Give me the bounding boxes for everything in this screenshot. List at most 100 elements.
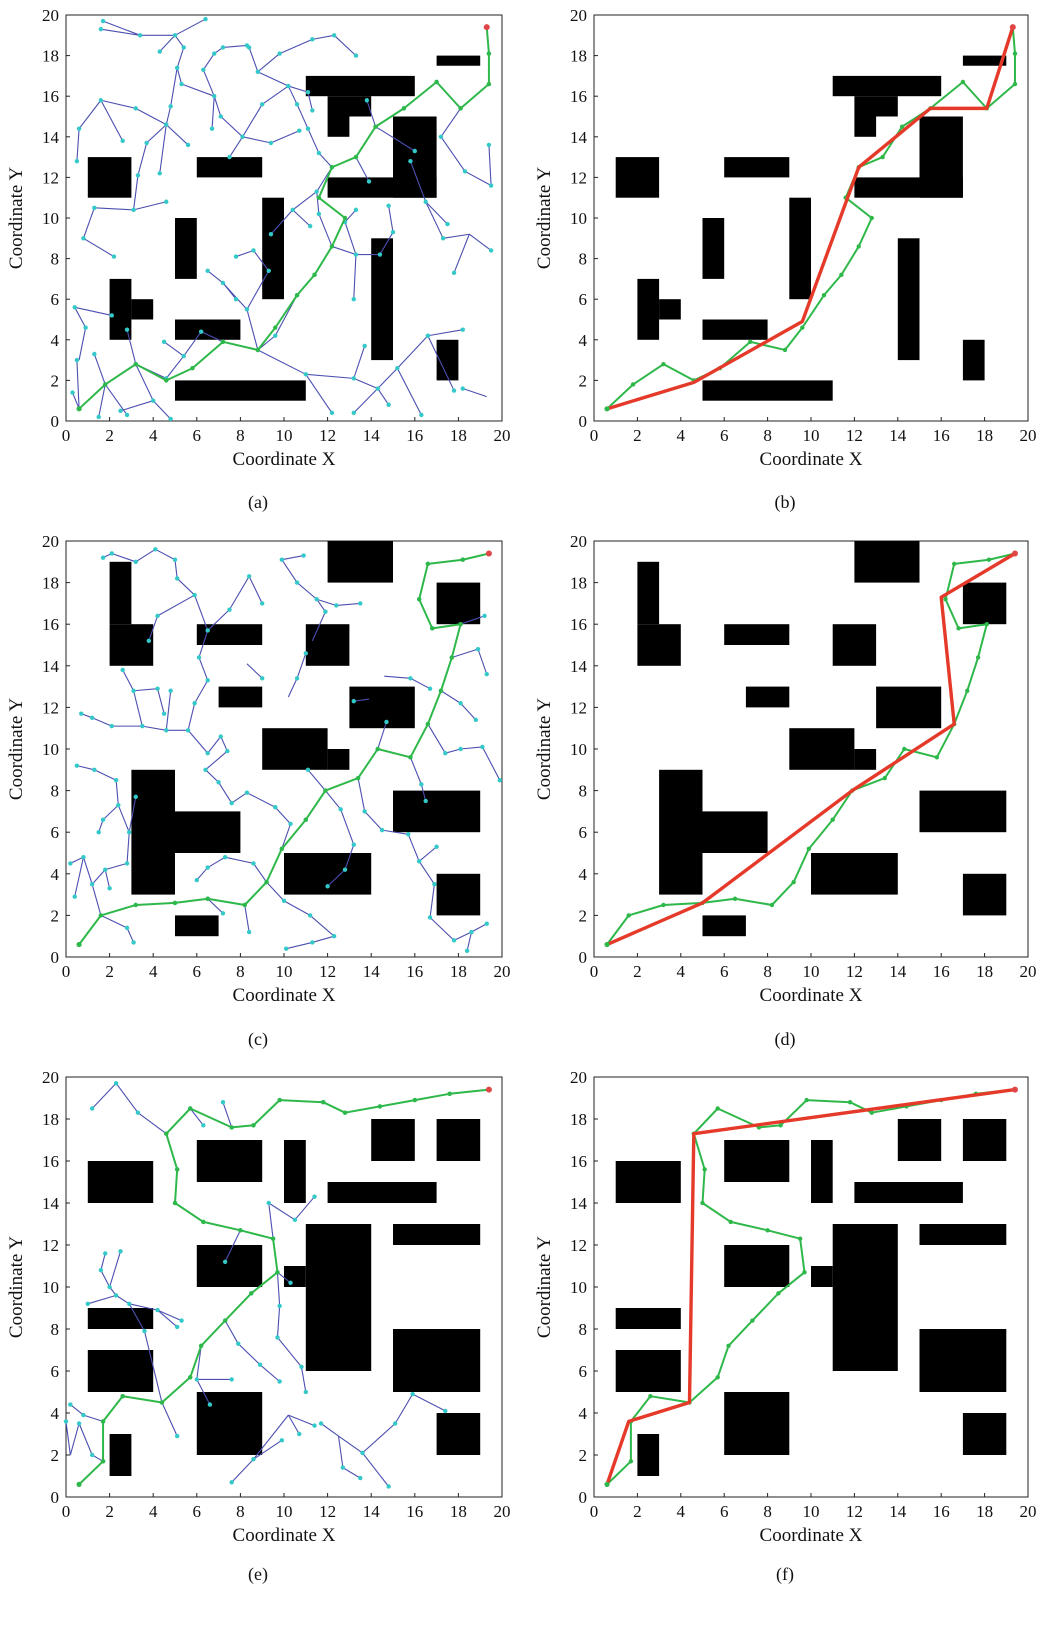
tree-node: [205, 750, 210, 756]
path-node: [174, 1167, 180, 1172]
tree-node: [229, 1377, 234, 1382]
tree-node: [109, 313, 114, 318]
path-node: [804, 1097, 809, 1103]
tree-node: [351, 698, 356, 704]
tree-edge: [248, 576, 263, 604]
tree-edge: [276, 1305, 281, 1338]
tree-node: [133, 106, 138, 111]
tree-edge: [159, 34, 176, 52]
x-tick-label: 0: [590, 962, 599, 981]
x-tick-label: 18: [450, 962, 467, 981]
tree-edge: [427, 723, 446, 754]
start-marker: [604, 1481, 610, 1487]
tree-node: [222, 854, 228, 860]
x-tick-label: 20: [1020, 962, 1037, 981]
obstacle: [854, 96, 898, 117]
start-marker: [604, 406, 610, 412]
obstacle: [615, 1161, 681, 1203]
path-node: [728, 1219, 733, 1225]
y-tick-label: 0: [51, 948, 60, 967]
tree-edge: [281, 555, 304, 561]
tree-edge: [257, 349, 307, 375]
x-tick-label: 14: [889, 426, 907, 445]
tree-edge: [344, 844, 355, 870]
tree-edge: [102, 804, 119, 821]
tree-edge: [253, 863, 268, 883]
tree-node: [379, 827, 385, 833]
obstacle: [175, 380, 306, 401]
y-tick-label: 6: [579, 823, 588, 842]
path-node: [242, 902, 247, 908]
tree-edge: [305, 374, 333, 414]
path-node: [172, 900, 178, 906]
tree-node: [179, 1318, 184, 1323]
tree-edge: [120, 400, 154, 412]
tree-node: [205, 678, 210, 683]
tree-edge: [364, 811, 383, 831]
obstacle: [175, 915, 219, 937]
tree-edge: [248, 47, 259, 73]
tree-edge: [246, 792, 276, 808]
obstacle: [393, 790, 481, 833]
tree-node: [281, 898, 287, 904]
y-tick-label: 18: [570, 47, 587, 66]
obstacle: [262, 728, 328, 770]
path-node: [103, 382, 108, 387]
obstacle: [175, 218, 197, 279]
tree-edge: [231, 792, 248, 804]
tree-edge: [176, 67, 183, 85]
tree-node: [68, 861, 73, 866]
path-node: [229, 1125, 234, 1130]
path-node: [273, 325, 278, 330]
tree-edge: [481, 746, 501, 781]
tree-edge: [170, 67, 178, 107]
x-tick-label: 8: [763, 1502, 772, 1521]
tree-edge: [87, 1294, 117, 1305]
panel-caption: (d): [775, 1029, 796, 1050]
goal-marker: [1011, 1086, 1018, 1093]
tree-node: [76, 1421, 82, 1426]
tree-node: [113, 778, 119, 783]
tree-node: [124, 412, 130, 418]
obstacle: [897, 238, 920, 361]
path-node: [401, 106, 407, 111]
tree-edge: [318, 152, 333, 168]
tree-edge: [165, 690, 172, 731]
tree-edge: [342, 1467, 361, 1479]
x-tick-label: 0: [62, 1502, 71, 1521]
y-tick-label: 12: [570, 1236, 587, 1255]
tree-node: [100, 18, 106, 24]
tree-edge: [488, 144, 492, 186]
path-node: [630, 382, 636, 387]
tree-edge: [133, 201, 167, 211]
path-node: [438, 688, 444, 693]
tree-node: [432, 882, 437, 887]
path-node: [943, 597, 948, 602]
tree-node: [386, 1484, 391, 1489]
tree-edge: [126, 927, 135, 943]
obstacle: [393, 1224, 481, 1245]
tree-edge: [394, 1393, 414, 1424]
tree-edge: [425, 201, 444, 239]
x-tick-label: 2: [105, 426, 114, 445]
y-tick-label: 14: [42, 1194, 60, 1213]
path-node: [279, 846, 285, 852]
tree-edge: [244, 904, 250, 933]
tree-node: [140, 723, 145, 729]
tree-edge: [353, 345, 366, 379]
x-tick-label: 8: [236, 1502, 245, 1521]
obstacle: [919, 1224, 1007, 1245]
tree-edge: [287, 85, 298, 105]
x-tick-label: 2: [633, 426, 642, 445]
x-axis-label: Coordinate X: [233, 1525, 336, 1546]
tree-edge: [74, 307, 87, 328]
tree-node: [153, 547, 158, 552]
panel-caption: (e): [248, 1564, 268, 1585]
tree-node: [161, 711, 167, 716]
planned-path: [78, 552, 490, 946]
tree-node: [364, 98, 370, 103]
tree-edge: [78, 99, 102, 130]
tree-edge: [281, 823, 292, 850]
tree-edge: [157, 688, 165, 714]
tree-node: [220, 1100, 226, 1105]
